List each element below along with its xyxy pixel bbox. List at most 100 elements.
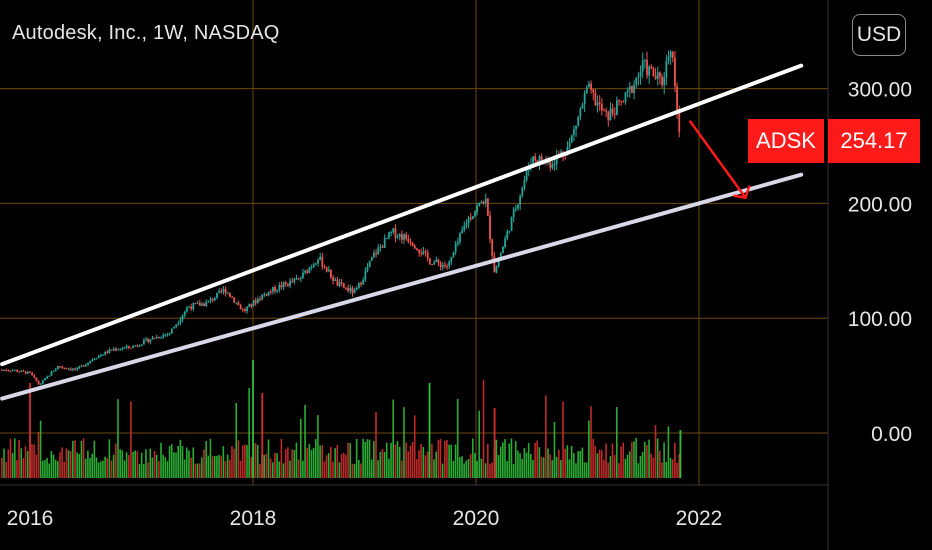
volume-bar [368, 439, 371, 478]
volume-bar [149, 448, 152, 478]
volume-bar [523, 447, 526, 478]
candle-body [444, 265, 446, 267]
candle-body [231, 296, 233, 298]
volume-bar [444, 440, 446, 478]
candle-body [452, 252, 455, 257]
volume-bar [549, 454, 551, 478]
volume-bar [61, 447, 63, 478]
volume-bar [121, 450, 124, 478]
volume-bar [577, 451, 579, 478]
volume-bar [594, 445, 597, 478]
volume-bar [411, 442, 414, 478]
candle-body [611, 108, 614, 114]
candle-body [631, 86, 633, 93]
candle-body [203, 303, 205, 307]
candle-body [276, 290, 279, 292]
candle-body [82, 365, 85, 367]
volume-bar [289, 460, 291, 478]
volume-bar [24, 446, 27, 478]
volume-bar [306, 447, 308, 478]
candle-body [620, 100, 623, 102]
volume-bar [358, 460, 360, 478]
volume-bar [52, 454, 55, 478]
volume-bar [244, 444, 246, 478]
candle-body [302, 272, 304, 279]
volume-bar [209, 438, 212, 478]
candle-body [592, 89, 595, 93]
volume-bar [413, 415, 416, 478]
candle-body [336, 279, 339, 286]
volume-bar [265, 453, 268, 478]
volume-bar [366, 439, 369, 478]
volume-bar [224, 461, 227, 478]
candle-body [63, 367, 66, 369]
volume-bar [59, 452, 61, 478]
candle-body [667, 57, 670, 61]
volume-bar [211, 456, 214, 478]
volume-bar [628, 451, 631, 478]
currency-button[interactable]: USD [852, 14, 906, 56]
volume-bar [588, 420, 590, 478]
candle-body [482, 201, 485, 204]
volume-bar [342, 452, 345, 478]
volume-bar [138, 463, 141, 478]
volume-bar [153, 451, 156, 478]
candle-body [398, 234, 401, 237]
volume-bar [416, 459, 418, 478]
candle-body [149, 339, 152, 342]
volume-bar [441, 463, 444, 478]
candle-body [493, 255, 496, 273]
candle-body [48, 375, 51, 377]
volume-bar [551, 460, 554, 478]
volume-bar [41, 460, 44, 478]
candle-body [136, 345, 139, 347]
candle-body [583, 93, 586, 105]
volume-bar [263, 454, 265, 478]
candle-body [192, 303, 195, 309]
volume-bar [312, 447, 315, 478]
volume-bar [396, 441, 399, 478]
candle-body [497, 260, 500, 267]
candle-body [29, 371, 31, 373]
candle-body [115, 348, 117, 351]
volume-bar [95, 457, 98, 478]
volume-bar [355, 438, 358, 478]
volume-bar [11, 453, 14, 478]
volume-bar [231, 446, 233, 478]
candle-body [551, 164, 554, 168]
volume-bar [226, 454, 229, 478]
candle-body [52, 371, 55, 373]
candle-body [433, 262, 436, 265]
candle-body [138, 345, 141, 347]
volume-bar [510, 438, 513, 478]
candle-body [678, 111, 681, 132]
candle-body [388, 232, 390, 239]
volume-bar [1, 457, 3, 478]
volume-bar [72, 440, 74, 478]
volume-bar [553, 421, 556, 478]
volume-bar [145, 449, 147, 478]
candle-body [209, 298, 212, 301]
candle-body [392, 228, 395, 233]
volume-bar [345, 454, 347, 478]
volume-bar [82, 438, 85, 478]
volume-bar [620, 446, 622, 478]
candle-body [65, 368, 68, 370]
candle-body [362, 279, 365, 285]
candle-body [635, 77, 638, 85]
candle-body [20, 370, 23, 372]
candle-body [130, 347, 132, 349]
volume-bar [538, 447, 541, 478]
volume-bar [112, 454, 115, 478]
volume-bar [349, 443, 351, 478]
candle-body [224, 289, 227, 293]
candle-body [661, 76, 663, 86]
candle-body [252, 300, 255, 307]
candle-body [418, 250, 420, 253]
candle-body [450, 256, 453, 262]
candle-body [80, 365, 83, 367]
volume-bar [97, 462, 100, 478]
volume-bars [1, 360, 682, 478]
volume-bar [476, 461, 478, 478]
